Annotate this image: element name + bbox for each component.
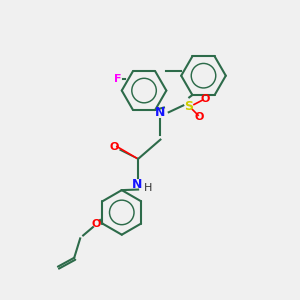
Text: F: F [114,74,121,84]
Text: O: O [200,94,210,104]
Text: O: O [92,219,101,229]
Text: S: S [184,100,193,113]
Text: O: O [110,142,119,152]
Text: N: N [131,178,142,191]
Text: O: O [194,112,204,122]
Text: H: H [144,183,153,193]
Text: N: N [155,106,166,119]
